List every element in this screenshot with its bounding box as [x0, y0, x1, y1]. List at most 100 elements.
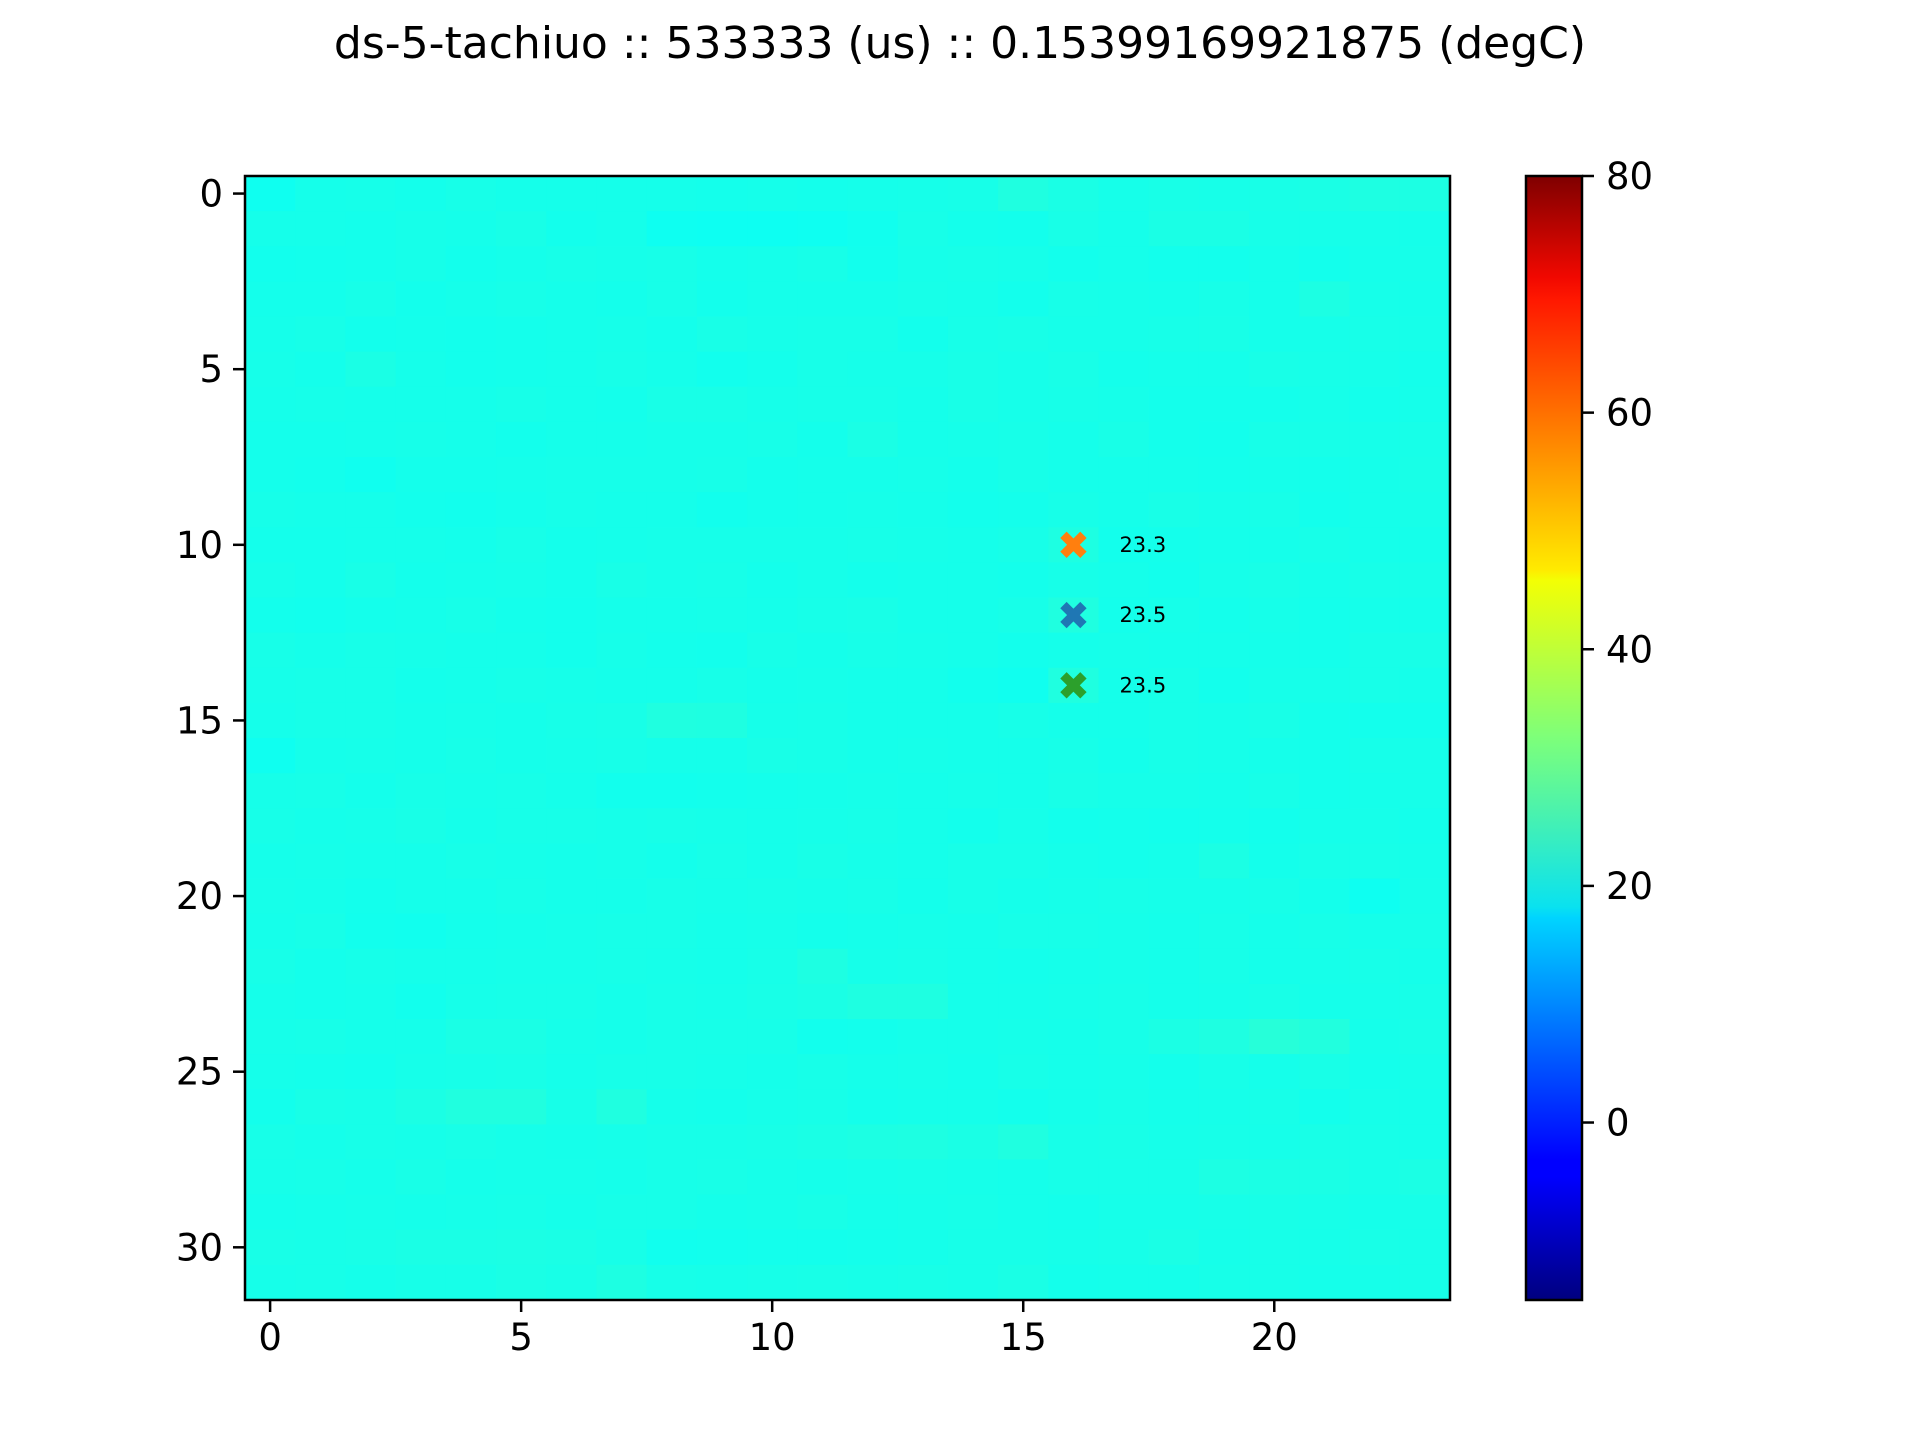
- heatmap-cell: [646, 948, 698, 985]
- heatmap-cell: [1349, 351, 1401, 388]
- heatmap-cell: [395, 948, 447, 985]
- heatmap-cell: [245, 1124, 296, 1161]
- heatmap-cell: [1349, 1229, 1401, 1266]
- heatmap-cell: [1048, 843, 1100, 880]
- heatmap-cell: [1048, 1124, 1100, 1161]
- heatmap-cell: [1098, 1019, 1150, 1055]
- heatmap-cell: [1249, 843, 1300, 880]
- heatmap-cell: [496, 597, 547, 634]
- heatmap-cell: [1399, 176, 1451, 212]
- heatmap-cell: [747, 913, 798, 950]
- heatmap-cell: [747, 562, 798, 599]
- heatmap-cell: [747, 1229, 798, 1266]
- heatmap-cell: [1399, 457, 1451, 493]
- heatmap-cell: [947, 948, 999, 985]
- heatmap-cell: [445, 843, 497, 880]
- heatmap-cell: [1399, 1264, 1451, 1301]
- heatmap-cell: [646, 351, 698, 388]
- y-tick-label: 20: [176, 875, 223, 918]
- y-axis: 0 5 10 15 20 25 30: [176, 173, 245, 1269]
- heatmap-cell: [1349, 1159, 1401, 1196]
- heatmap-cell: [998, 562, 1049, 599]
- heatmap-cell: [646, 492, 698, 528]
- heatmap-cell: [1048, 878, 1100, 915]
- heatmap-cell: [897, 913, 949, 950]
- heatmap-cell: [345, 597, 397, 634]
- heatmap-cell: [747, 1264, 798, 1301]
- heatmap-cell: [1148, 808, 1200, 844]
- heatmap-cell: [1299, 1159, 1351, 1196]
- heatmap-cell: [295, 1194, 347, 1231]
- heatmap-cell: [295, 1124, 347, 1161]
- heatmap-cell: [245, 843, 296, 880]
- heatmap-cell: [245, 351, 296, 388]
- heatmap-cell: [1048, 983, 1100, 1020]
- heatmap-cell: [1349, 702, 1401, 739]
- heatmap-cell: [1299, 1194, 1351, 1231]
- heatmap-cell: [1198, 1264, 1250, 1301]
- heatmap-cell: [1399, 597, 1451, 634]
- heatmap-cell: [395, 562, 447, 599]
- heatmap-cell: [1098, 421, 1150, 458]
- heatmap-cell: [696, 913, 748, 950]
- heatmap-cell: [596, 246, 648, 282]
- heatmap-cell: [1198, 948, 1250, 985]
- heatmap-cell: [295, 211, 347, 247]
- heatmap-cell: [596, 351, 648, 388]
- heatmap-cell: [897, 176, 949, 212]
- heatmap-cell: [696, 1019, 748, 1055]
- heatmap-cell: [295, 281, 347, 318]
- heatmap-cell: [496, 913, 547, 950]
- heatmap-cell: [1349, 773, 1401, 809]
- heatmap-cell: [1299, 808, 1351, 844]
- heatmap-cell: [847, 211, 899, 247]
- heatmap-cell: [445, 1159, 497, 1196]
- heatmap-cell: [1148, 1159, 1200, 1196]
- heatmap-cell: [1299, 597, 1351, 634]
- heatmap-cell: [245, 1054, 296, 1090]
- heatmap-cell: [747, 492, 798, 528]
- heatmap-cell: [1198, 1159, 1250, 1196]
- heatmap-cell: [496, 1124, 547, 1161]
- heatmap-cell: [596, 527, 648, 563]
- heatmap-cell: [1148, 983, 1200, 1020]
- heatmap-cell: [897, 843, 949, 880]
- heatmap-cell: [345, 421, 397, 458]
- colorbar-tick-label: 20: [1606, 865, 1653, 908]
- heatmap-cell: [1198, 1229, 1250, 1266]
- heatmap-cell: [345, 1264, 397, 1301]
- heatmap-cell: [245, 492, 296, 528]
- heatmap-cell: [947, 281, 999, 318]
- heatmap-cell: [1349, 562, 1401, 599]
- heatmap-cell: [395, 316, 447, 353]
- heatmap-cell: [947, 457, 999, 493]
- heatmap-cell: [1048, 1019, 1100, 1055]
- heatmap-cell: [1098, 597, 1150, 634]
- heatmap-cell: [1198, 351, 1250, 388]
- heatmap-cell: [445, 913, 497, 950]
- heatmap-cell: [345, 1019, 397, 1055]
- heatmap-cell: [1299, 1229, 1351, 1266]
- heatmap-cell: [1048, 632, 1100, 669]
- heatmap-cell: [1198, 492, 1250, 528]
- heatmap-cell: [245, 1089, 296, 1125]
- heatmap-cell: [897, 878, 949, 915]
- heatmap-cell: [998, 878, 1049, 915]
- x-tick-label: 15: [1000, 1316, 1047, 1359]
- heatmap-cell: [1349, 738, 1401, 774]
- heatmap-cell: [345, 878, 397, 915]
- heatmap-cell: [847, 316, 899, 353]
- heatmap-cell: [696, 738, 748, 774]
- heatmap-cell: [646, 1124, 698, 1161]
- heatmap-cell: [797, 878, 849, 915]
- heatmap-cell: [897, 983, 949, 1020]
- heatmap-cell: [496, 1264, 547, 1301]
- heatmap-cell: [345, 246, 397, 282]
- heatmap-cell: [1198, 1194, 1250, 1231]
- heatmap-cell: [345, 738, 397, 774]
- heatmap-cell: [947, 843, 999, 880]
- heatmap-cell: [747, 667, 798, 704]
- heatmap-cell: [395, 351, 447, 388]
- heatmap-cell: [1148, 351, 1200, 388]
- heatmap-cell: [897, 948, 949, 985]
